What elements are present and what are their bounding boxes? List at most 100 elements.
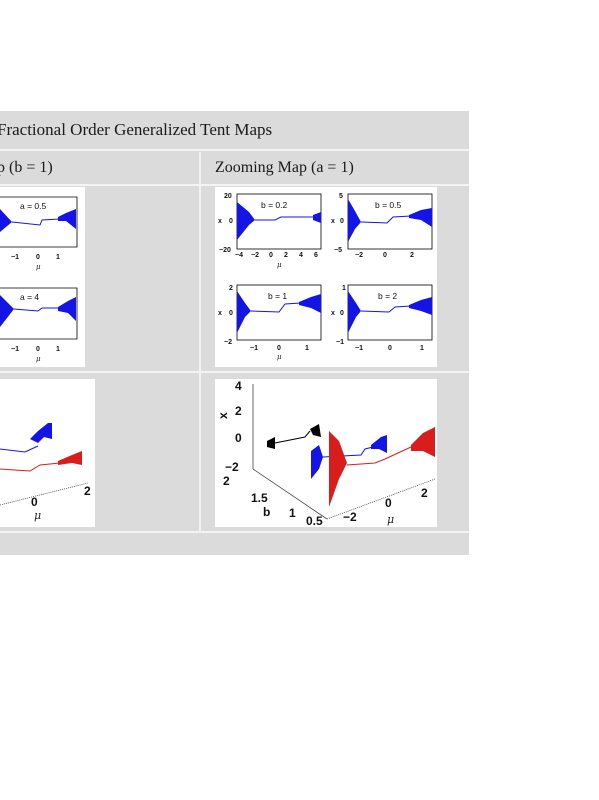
x-axis-label: x [216, 412, 230, 419]
x-tick: −2 [251, 252, 259, 259]
x-tick: 0 [277, 345, 281, 352]
x-tick: 4 [299, 252, 303, 259]
b-axis-label: b [263, 505, 270, 519]
bifurcation-line [0, 445, 39, 453]
b-tick: 1 [289, 506, 296, 520]
bifurcation-band [237, 291, 251, 333]
x-tick: −4 [235, 252, 243, 259]
x-tick: 0 [36, 346, 40, 353]
bifurcation-band [409, 208, 432, 227]
x-axis-label: μ [36, 355, 41, 363]
x-axis-label: μ [277, 261, 282, 269]
bifurcation-band [0, 295, 14, 327]
mu-tick: 2 [421, 486, 428, 500]
y-axis-label: x [218, 218, 222, 225]
param-label: a = 4 [20, 292, 39, 302]
y-tick: −20 [219, 247, 231, 254]
x-tick: 0 [383, 252, 387, 259]
divider [0, 149, 469, 151]
bifurcation-line [13, 307, 60, 312]
x-axis-label: μ [277, 353, 282, 361]
right-top-plots: b = 0.2 20 0 −20 x −4 −2 0 2 4 6 μ b = 0… [218, 193, 433, 361]
mu-axis-label: μ [387, 513, 394, 526]
bifurcation-line [255, 216, 313, 221]
bifurcation-line [250, 302, 302, 313]
bifurcation-line [0, 462, 61, 472]
axis-line [0, 482, 89, 506]
x-tick: −1 [250, 345, 258, 352]
x-tick: −1 [355, 345, 363, 352]
bifurcation-band [30, 423, 52, 443]
y-tick: 0 [229, 310, 233, 317]
bifurcation-band [311, 445, 323, 479]
b-tick: 1.5 [251, 491, 268, 505]
bifurcation-line [11, 218, 61, 226]
y-axis-label: x [331, 310, 335, 317]
subplot-b-0.2: b = 0.2 20 0 −20 x −4 −2 0 2 4 6 μ [218, 193, 322, 269]
right-top-figure: b = 0.2 20 0 −20 x −4 −2 0 2 4 6 μ b = 0… [215, 187, 437, 367]
divider [0, 184, 469, 186]
bifurcation-band [409, 297, 432, 315]
bifurcation-band [58, 209, 76, 229]
figure-table: Fractional Order Generalized Tent Maps p… [0, 111, 469, 555]
x-tick: 1 [56, 346, 60, 353]
bifurcation-band [371, 435, 387, 453]
bifurcation-line [360, 305, 412, 313]
right-3d-plot: 4 2 0 −2 x 2 1.5 1 0.5 b −2 0 2 μ [216, 379, 436, 528]
mu-tick: 0 [385, 496, 392, 510]
x-tick: 2 [235, 404, 242, 418]
divider [0, 371, 469, 373]
x-tick: −1 [11, 346, 19, 353]
left-3d-plot: 0 2 μ [0, 423, 91, 522]
x-tick: 0 [388, 345, 392, 352]
param-label: b = 2 [378, 291, 397, 301]
table-title: Fractional Order Generalized Tent Maps [0, 111, 469, 149]
bifurcation-line [346, 446, 412, 466]
x-axis-label: μ [34, 509, 41, 522]
x-axis-label: μ [36, 263, 41, 271]
x-tick: 0 [235, 431, 242, 445]
mu-tick: 2 [84, 484, 91, 498]
param-label: a = 0.5 [20, 201, 47, 211]
x-tick: 1 [305, 345, 309, 352]
x-tick: −2 [355, 252, 363, 259]
x-tick: 4 [235, 379, 242, 393]
y-tick: 20 [224, 193, 232, 200]
y-axis-label: x [218, 310, 222, 317]
bifurcation-band [58, 297, 76, 321]
y-tick: 1 [342, 285, 346, 292]
bifurcation-band [313, 212, 321, 223]
b-tick: 0.5 [306, 514, 323, 527]
bifurcation-band [348, 199, 361, 242]
y-tick: 0 [340, 310, 344, 317]
y-tick: 0 [229, 218, 233, 225]
bifurcation-band [267, 437, 275, 449]
y-tick: −2 [224, 339, 232, 346]
x-tick: 6 [314, 252, 318, 259]
y-tick: 2 [229, 285, 233, 292]
bifurcation-band [0, 209, 12, 232]
left-3d-figure: 0 2 μ [0, 379, 95, 527]
x-tick: 1 [420, 345, 424, 352]
x-tick: 1 [56, 254, 60, 261]
param-label: b = 1 [268, 291, 287, 301]
x-tick: 2 [410, 252, 414, 259]
bifurcation-band [58, 451, 82, 465]
mu-tick: −2 [343, 510, 357, 524]
bifurcation-band [329, 431, 347, 507]
divider [0, 531, 469, 533]
bifurcation-band [411, 427, 435, 457]
x-tick: −1 [11, 254, 19, 261]
left-top-figure: a = 0.5 −1 0 1 μ a = 4 −1 0 1 μ [0, 187, 85, 367]
y-tick: −5 [334, 247, 342, 254]
left-top-plots: a = 0.5 −1 0 1 μ a = 4 −1 0 1 μ [0, 196, 78, 363]
bifurcation-band [310, 424, 321, 437]
y-tick: 0 [340, 218, 344, 225]
right-column-header: Zooming Map (a = 1) [215, 159, 354, 176]
y-tick: −1 [336, 339, 344, 346]
plot-frame [0, 196, 78, 248]
right-3d-figure: 4 2 0 −2 x 2 1.5 1 0.5 b −2 0 2 μ [215, 379, 437, 528]
plot-frame [0, 287, 78, 340]
bifurcation-line [360, 215, 412, 224]
bifurcation-band [237, 202, 255, 240]
